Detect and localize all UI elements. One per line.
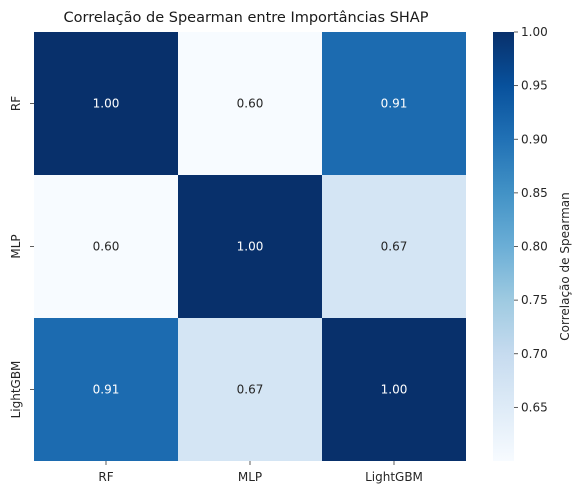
heatmap-cell — [178, 175, 322, 318]
y-tick-label: LightGBM — [9, 361, 23, 419]
heatmap-cells — [34, 32, 466, 461]
x-tick-label: MLP — [238, 470, 262, 484]
cell-value-label: 1.00 — [93, 97, 120, 111]
y-axis: RF MLP LightGBM — [9, 96, 34, 419]
colorbar — [493, 32, 514, 461]
heatmap-cell-labels: 1.00 0.60 0.91 0.60 1.00 0.67 0.91 0.67 1.00 — [93, 97, 408, 397]
x-axis: RF MLP LightGBM — [98, 461, 423, 484]
x-tick-label: LightGBM — [365, 470, 423, 484]
y-tick-label: RF — [9, 96, 23, 111]
colorbar-tick-label: 0.80 — [521, 240, 548, 254]
colorbar-tick-label: 0.70 — [521, 347, 548, 361]
x-tick-label: RF — [98, 470, 113, 484]
heatmap-cell — [322, 175, 466, 318]
colorbar-ticks: 0.65 0.70 0.75 0.80 0.85 0.90 0.95 1.00 — [514, 25, 548, 414]
cell-value-label: 1.00 — [381, 383, 408, 397]
colorbar-tick-label: 1.00 — [521, 25, 548, 39]
y-tick-label: MLP — [9, 234, 23, 258]
cell-value-label: 0.67 — [381, 240, 408, 254]
heatmap-cell — [178, 318, 322, 461]
heatmap-cell — [322, 32, 466, 175]
chart-title: Correlação de Spearman entre Importância… — [64, 10, 429, 26]
colorbar-tick-label: 0.85 — [521, 186, 548, 200]
cell-value-label: 0.60 — [93, 240, 120, 254]
colorbar-tick-label: 0.65 — [521, 400, 548, 414]
colorbar-tick-label: 0.90 — [521, 132, 548, 146]
heatmap-cell — [34, 32, 178, 175]
cell-value-label: 1.00 — [237, 240, 264, 254]
heatmap-cell — [178, 32, 322, 175]
cell-value-label: 0.91 — [381, 97, 408, 111]
heatmap-cell — [34, 318, 178, 461]
colorbar-tick-label: 0.95 — [521, 79, 548, 93]
cell-value-label: 0.91 — [93, 383, 120, 397]
heatmap-cell — [322, 318, 466, 461]
cell-value-label: 0.60 — [237, 97, 264, 111]
colorbar-label: Correlação de Spearman — [558, 192, 572, 340]
colorbar-tick-label: 0.75 — [521, 293, 548, 307]
cell-value-label: 0.67 — [237, 383, 264, 397]
heatmap-cell — [34, 175, 178, 318]
